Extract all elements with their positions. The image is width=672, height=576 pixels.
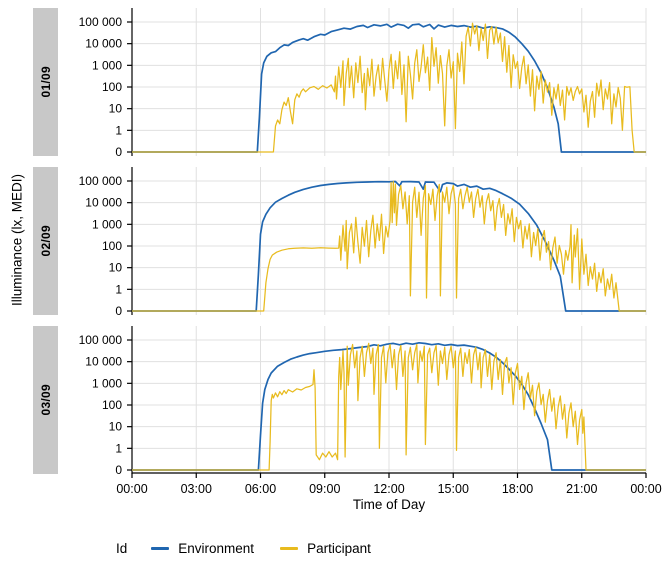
legend-label-environment: Environment [178,541,255,556]
y-tick-label: 0 [115,145,122,156]
x-tick-label: 18:00 [502,482,533,496]
x-tick-label: 12:00 [373,482,404,496]
x-tick-label: 00:00 [116,482,147,496]
y-tick-label: 10 000 [85,196,122,210]
x-tick-label: 03:00 [181,482,212,496]
facet-strip-label: 03/09 [38,384,53,416]
y-tick-label: 10 [109,102,123,116]
x-axis-ticks: 00:00 03:00 06:00 09:00 12:00 15:00 18:00 21:00… [116,472,662,496]
facet-panel-01-09: 0 1 10 100 1 000 10 000 100 000 [79,8,647,156]
facet-strip: 03/09 [33,326,58,474]
facet-strip-label: 02/09 [38,225,53,257]
y-tick-label: 10 000 [85,355,122,369]
x-tick-label: 06:00 [245,482,276,496]
facet-row-01-09: 01/09 0 1 10 100 1 000 10 000 100 000 [0,8,672,156]
y-tick-label: 10 [109,261,123,275]
environment-line-key [151,547,170,550]
legend: Id Environment Participant [116,541,371,556]
x-tick-label: 00:00 [630,482,661,496]
x-tick-label: 15:00 [438,482,469,496]
y-tick-label: 10 [109,420,123,434]
x-tick-label: 09:00 [309,482,340,496]
participant-line [132,22,646,153]
y-tick-label: 0 [115,304,122,315]
legend-label-participant: Participant [307,541,371,556]
y-tick-label: 100 000 [79,333,123,347]
y-tick-label: 1 000 [92,58,122,72]
facet-strip-label: 01/09 [38,66,53,98]
participant-line [132,180,646,312]
legend-item-environment: Environment [151,541,254,556]
facet-row-03-09: 03/09 0 1 10 100 1 000 10 000 100 000 [0,326,672,474]
x-axis: 00:00 03:00 06:00 09:00 12:00 15:00 18:00 21:00… [0,472,672,498]
y-tick-label: 100 000 [79,174,123,188]
facet-strip: 01/09 [33,8,58,156]
y-tick-label: 0 [115,463,122,474]
participant-line-key [280,547,299,550]
y-tick-label: 100 [102,80,122,94]
x-axis-title: Time of Day [352,497,426,512]
y-tick-label: 10 000 [85,37,122,51]
environment-line [132,180,646,312]
facet-panel-02-09: 0 1 10 100 1 000 10 000 100 000 [79,167,647,315]
y-tick-label: 1 [115,441,122,455]
y-tick-label: 1 [115,282,122,296]
facet-panel-03-09: 0 1 10 100 1 000 10 000 100 000 [79,326,647,474]
y-tick-label: 100 [102,239,122,253]
y-tick-label: 1 000 [92,376,122,390]
y-tick-label: 1 [115,123,122,137]
participant-line [132,342,646,471]
y-tick-label: 100 [102,398,122,412]
facet-row-02-09: 02/09 0 1 10 100 1 000 10 000 100 000 [0,167,672,315]
environment-line [132,23,646,153]
legend-title: Id [116,541,128,556]
facet-strip: 02/09 [33,167,58,315]
x-tick-label: 21:00 [566,482,597,496]
y-tick-label: 1 000 [92,217,122,231]
y-tick-label: 100 000 [79,15,123,29]
legend-item-participant: Participant [280,541,371,556]
